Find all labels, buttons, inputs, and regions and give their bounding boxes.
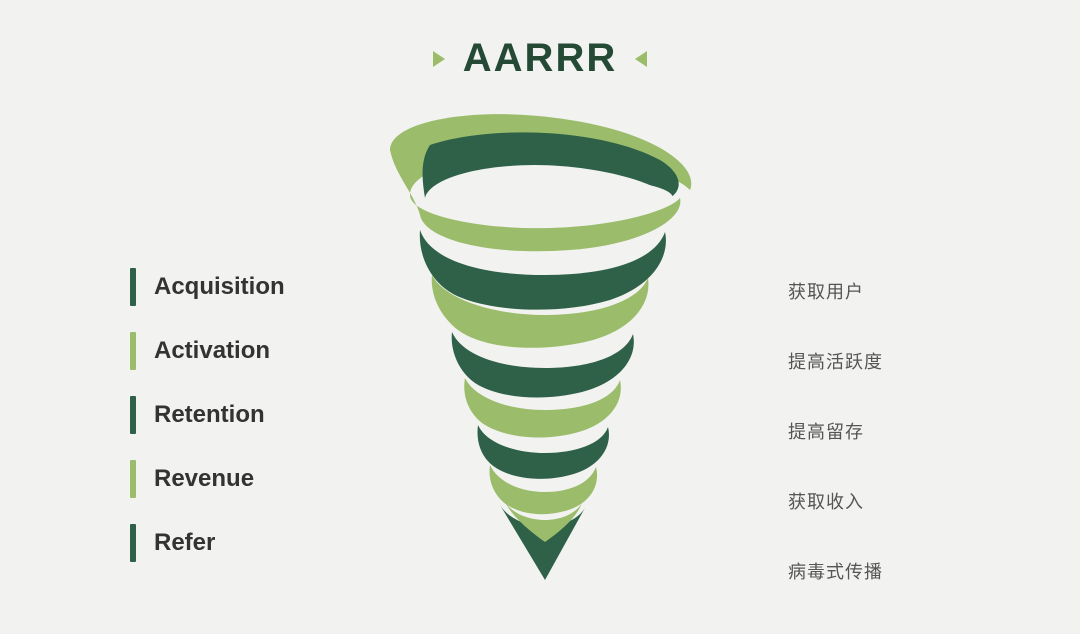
stage-label-zh: 获取用户 [788, 278, 883, 304]
stages-english-list: Acquisition Activation Retention Revenue… [130, 268, 285, 562]
stage-label-en: Acquisition [154, 273, 285, 301]
funnel-band-1 [390, 114, 691, 251]
title: AARRR [433, 36, 647, 81]
title-text: AARRR [463, 36, 617, 81]
stage-retention: Retention [130, 396, 285, 434]
stage-label-zh: 提高活跃度 [788, 348, 883, 374]
stage-label-en: Refer [154, 529, 215, 557]
funnel-band-4 [478, 425, 609, 514]
stage-label-zh: 提高留存 [788, 418, 883, 444]
funnel-band-3 [452, 332, 634, 438]
stage-bar [130, 396, 136, 434]
stage-label-zh: 获取收入 [788, 488, 883, 514]
stage-bar [130, 524, 136, 562]
stage-revenue: Revenue [130, 460, 285, 498]
stage-bar [130, 268, 136, 306]
triangle-right-icon [635, 51, 647, 67]
stage-label-en: Activation [154, 337, 270, 365]
stage-bar [130, 332, 136, 370]
stages-chinese-list: 获取用户 提高活跃度 提高留存 获取收入 病毒式传播 [788, 278, 883, 584]
stage-acquisition: Acquisition [130, 268, 285, 306]
triangle-left-icon [433, 51, 445, 67]
title-row: AARRR [0, 36, 1080, 81]
stage-activation: Activation [130, 332, 285, 370]
stage-label-zh: 病毒式传播 [788, 558, 883, 584]
stage-label-en: Retention [154, 401, 265, 429]
stage-label-en: Revenue [154, 465, 254, 493]
funnel-diagram [370, 110, 710, 590]
stage-refer: Refer [130, 524, 285, 562]
stage-bar [130, 460, 136, 498]
